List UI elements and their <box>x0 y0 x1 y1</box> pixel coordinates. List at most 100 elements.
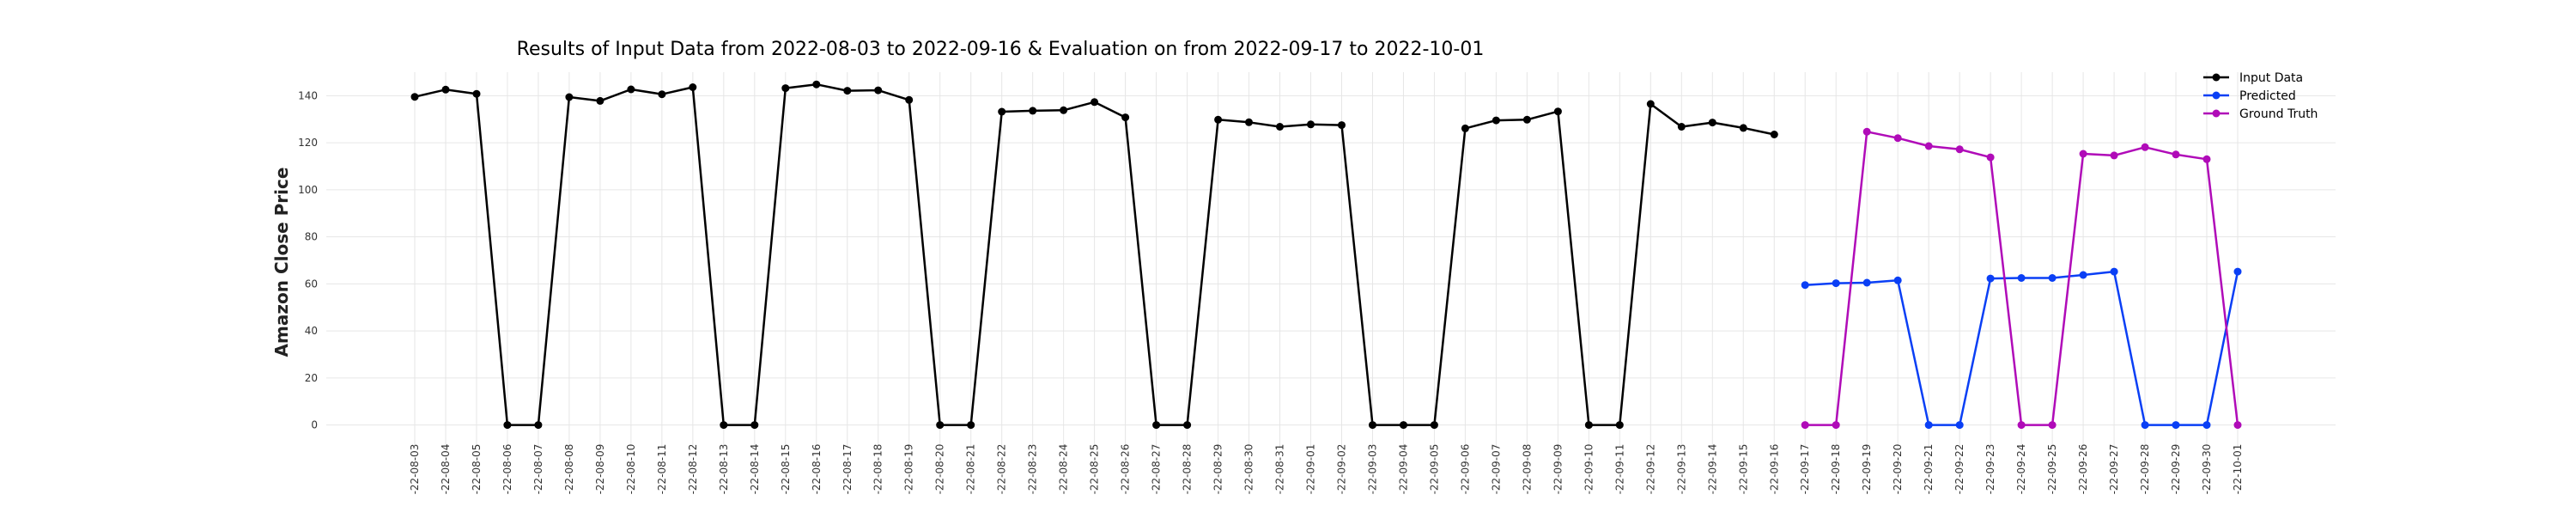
data-point-predicted <box>1893 276 1902 284</box>
data-point-ground-truth <box>1801 421 1809 430</box>
y-tick-label: 40 <box>305 325 318 337</box>
series-layer <box>410 80 2242 430</box>
y-tick-labels: 0 20 40 60 80 100 120 140 <box>298 89 318 430</box>
data-point-input-data <box>1461 124 1469 132</box>
x-tick-label: -22-09-25 <box>2046 444 2058 495</box>
x-tick-label: -22-08-09 <box>594 444 606 495</box>
x-tick-label: -22-08-14 <box>749 444 761 495</box>
x-tick-label: -22-08-07 <box>532 444 544 495</box>
data-point-input-data <box>1615 421 1624 430</box>
data-point-input-data <box>1338 121 1346 130</box>
data-point-input-data <box>1152 421 1161 430</box>
data-point-ground-truth <box>2110 151 2118 160</box>
series-predicted <box>1801 267 2242 430</box>
data-point-predicted <box>2233 267 2242 276</box>
x-tick-label: -22-09-22 <box>1953 444 1965 495</box>
data-point-input-data <box>750 421 759 430</box>
y-tick-label: 140 <box>298 89 318 101</box>
data-point-input-data <box>627 85 635 94</box>
data-point-predicted <box>1986 274 1995 283</box>
x-tick-label: -22-09-14 <box>1706 444 1718 495</box>
x-tick-label: -22-08-20 <box>934 444 946 495</box>
data-point-input-data <box>1553 107 1562 116</box>
legend-item-input-data: Input Data <box>2203 71 2303 85</box>
x-tick-label: -22-09-26 <box>2077 444 2089 495</box>
y-tick-label: 120 <box>298 137 318 149</box>
y-tick-label: 80 <box>305 231 318 243</box>
legend-marker <box>2212 91 2221 100</box>
x-tick-label: -22-09-27 <box>2108 444 2120 495</box>
data-point-input-data <box>812 80 821 89</box>
data-point-ground-truth <box>1924 142 1933 150</box>
data-point-ground-truth <box>1986 153 1995 162</box>
legend: Input Data Predicted Ground Truth <box>2203 71 2318 121</box>
x-tick-label: -22-09-01 <box>1305 444 1317 495</box>
x-tick-label: -22-09-20 <box>1892 444 1904 495</box>
data-point-input-data <box>1739 124 1747 132</box>
series-ground-truth <box>1801 127 2242 430</box>
x-tick-label: -22-08-06 <box>501 444 513 495</box>
x-tick-label: -22-08-08 <box>563 444 575 495</box>
legend-label: Predicted <box>2239 89 2296 103</box>
data-point-input-data <box>472 89 481 98</box>
data-point-input-data <box>1183 421 1192 430</box>
x-tick-label: -22-09-12 <box>1644 444 1656 495</box>
data-point-ground-truth <box>1862 127 1871 136</box>
data-point-predicted <box>2079 271 2087 279</box>
data-point-input-data <box>1708 119 1716 127</box>
data-point-input-data <box>1276 123 1284 131</box>
data-point-input-data <box>658 90 666 99</box>
data-point-predicted <box>2172 421 2180 430</box>
x-tick-label: -22-09-09 <box>1552 444 1564 495</box>
data-point-predicted <box>2202 421 2211 430</box>
data-point-input-data <box>936 421 945 430</box>
data-point-input-data <box>565 93 574 101</box>
data-point-predicted <box>1832 279 1840 288</box>
legend-item-ground-truth: Ground Truth <box>2203 107 2318 121</box>
x-tick-label: -22-09-10 <box>1583 444 1595 495</box>
data-point-input-data <box>1430 421 1438 430</box>
data-point-predicted <box>1955 421 1964 430</box>
data-point-predicted <box>1801 281 1809 290</box>
x-tick-label: -22-08-31 <box>1274 444 1286 495</box>
x-tick-label: -22-08-12 <box>687 444 699 495</box>
data-point-predicted <box>2110 267 2118 276</box>
data-point-input-data <box>1214 115 1223 124</box>
x-tick-label: -22-09-28 <box>2139 444 2151 495</box>
data-point-predicted <box>1924 421 1933 430</box>
data-point-input-data <box>843 87 852 95</box>
x-tick-label: -22-09-07 <box>1490 444 1502 495</box>
x-tick-labels: -22-08-03 -22-08-04 -22-08-05 -22-08-06 -22-… <box>409 444 2244 495</box>
x-tick-label: -22-08-24 <box>1058 444 1070 495</box>
legend-item-predicted: Predicted <box>2203 89 2296 103</box>
x-tick-label: -22-09-04 <box>1397 444 1409 495</box>
x-tick-label: -22-08-16 <box>811 444 823 495</box>
data-point-input-data <box>503 421 512 430</box>
data-point-input-data <box>720 421 728 430</box>
x-tick-label: -22-08-30 <box>1243 444 1255 495</box>
x-tick-label: -22-09-06 <box>1459 444 1471 495</box>
data-point-input-data <box>534 421 543 430</box>
x-tick-label: -22-08-21 <box>965 444 977 495</box>
data-point-input-data <box>998 107 1006 116</box>
data-point-input-data <box>1400 421 1407 430</box>
data-point-input-data <box>1770 131 1778 138</box>
x-tick-label: -22-08-19 <box>903 444 915 495</box>
data-point-input-data <box>781 84 790 93</box>
x-tick-label: -22-08-27 <box>1151 444 1163 495</box>
data-point-input-data <box>1060 106 1068 114</box>
data-point-ground-truth <box>1832 421 1840 430</box>
x-tick-label: -22-09-29 <box>2170 444 2182 495</box>
data-point-input-data <box>905 95 914 104</box>
x-tick-label: -22-09-16 <box>1768 444 1780 495</box>
y-axis-label: Amazon Close Price <box>271 168 292 357</box>
x-tick-label: -22-08-11 <box>656 444 668 495</box>
data-point-ground-truth <box>2233 421 2242 430</box>
x-tick-label: -22-08-25 <box>1089 444 1101 495</box>
x-tick-label: -22-10-01 <box>2232 444 2244 495</box>
chart-title: Results of Input Data from 2022-08-03 to… <box>517 39 1485 60</box>
x-tick-label: -22-09-11 <box>1613 444 1625 495</box>
data-point-ground-truth <box>1893 134 1902 143</box>
y-tick-label: 20 <box>305 372 318 384</box>
